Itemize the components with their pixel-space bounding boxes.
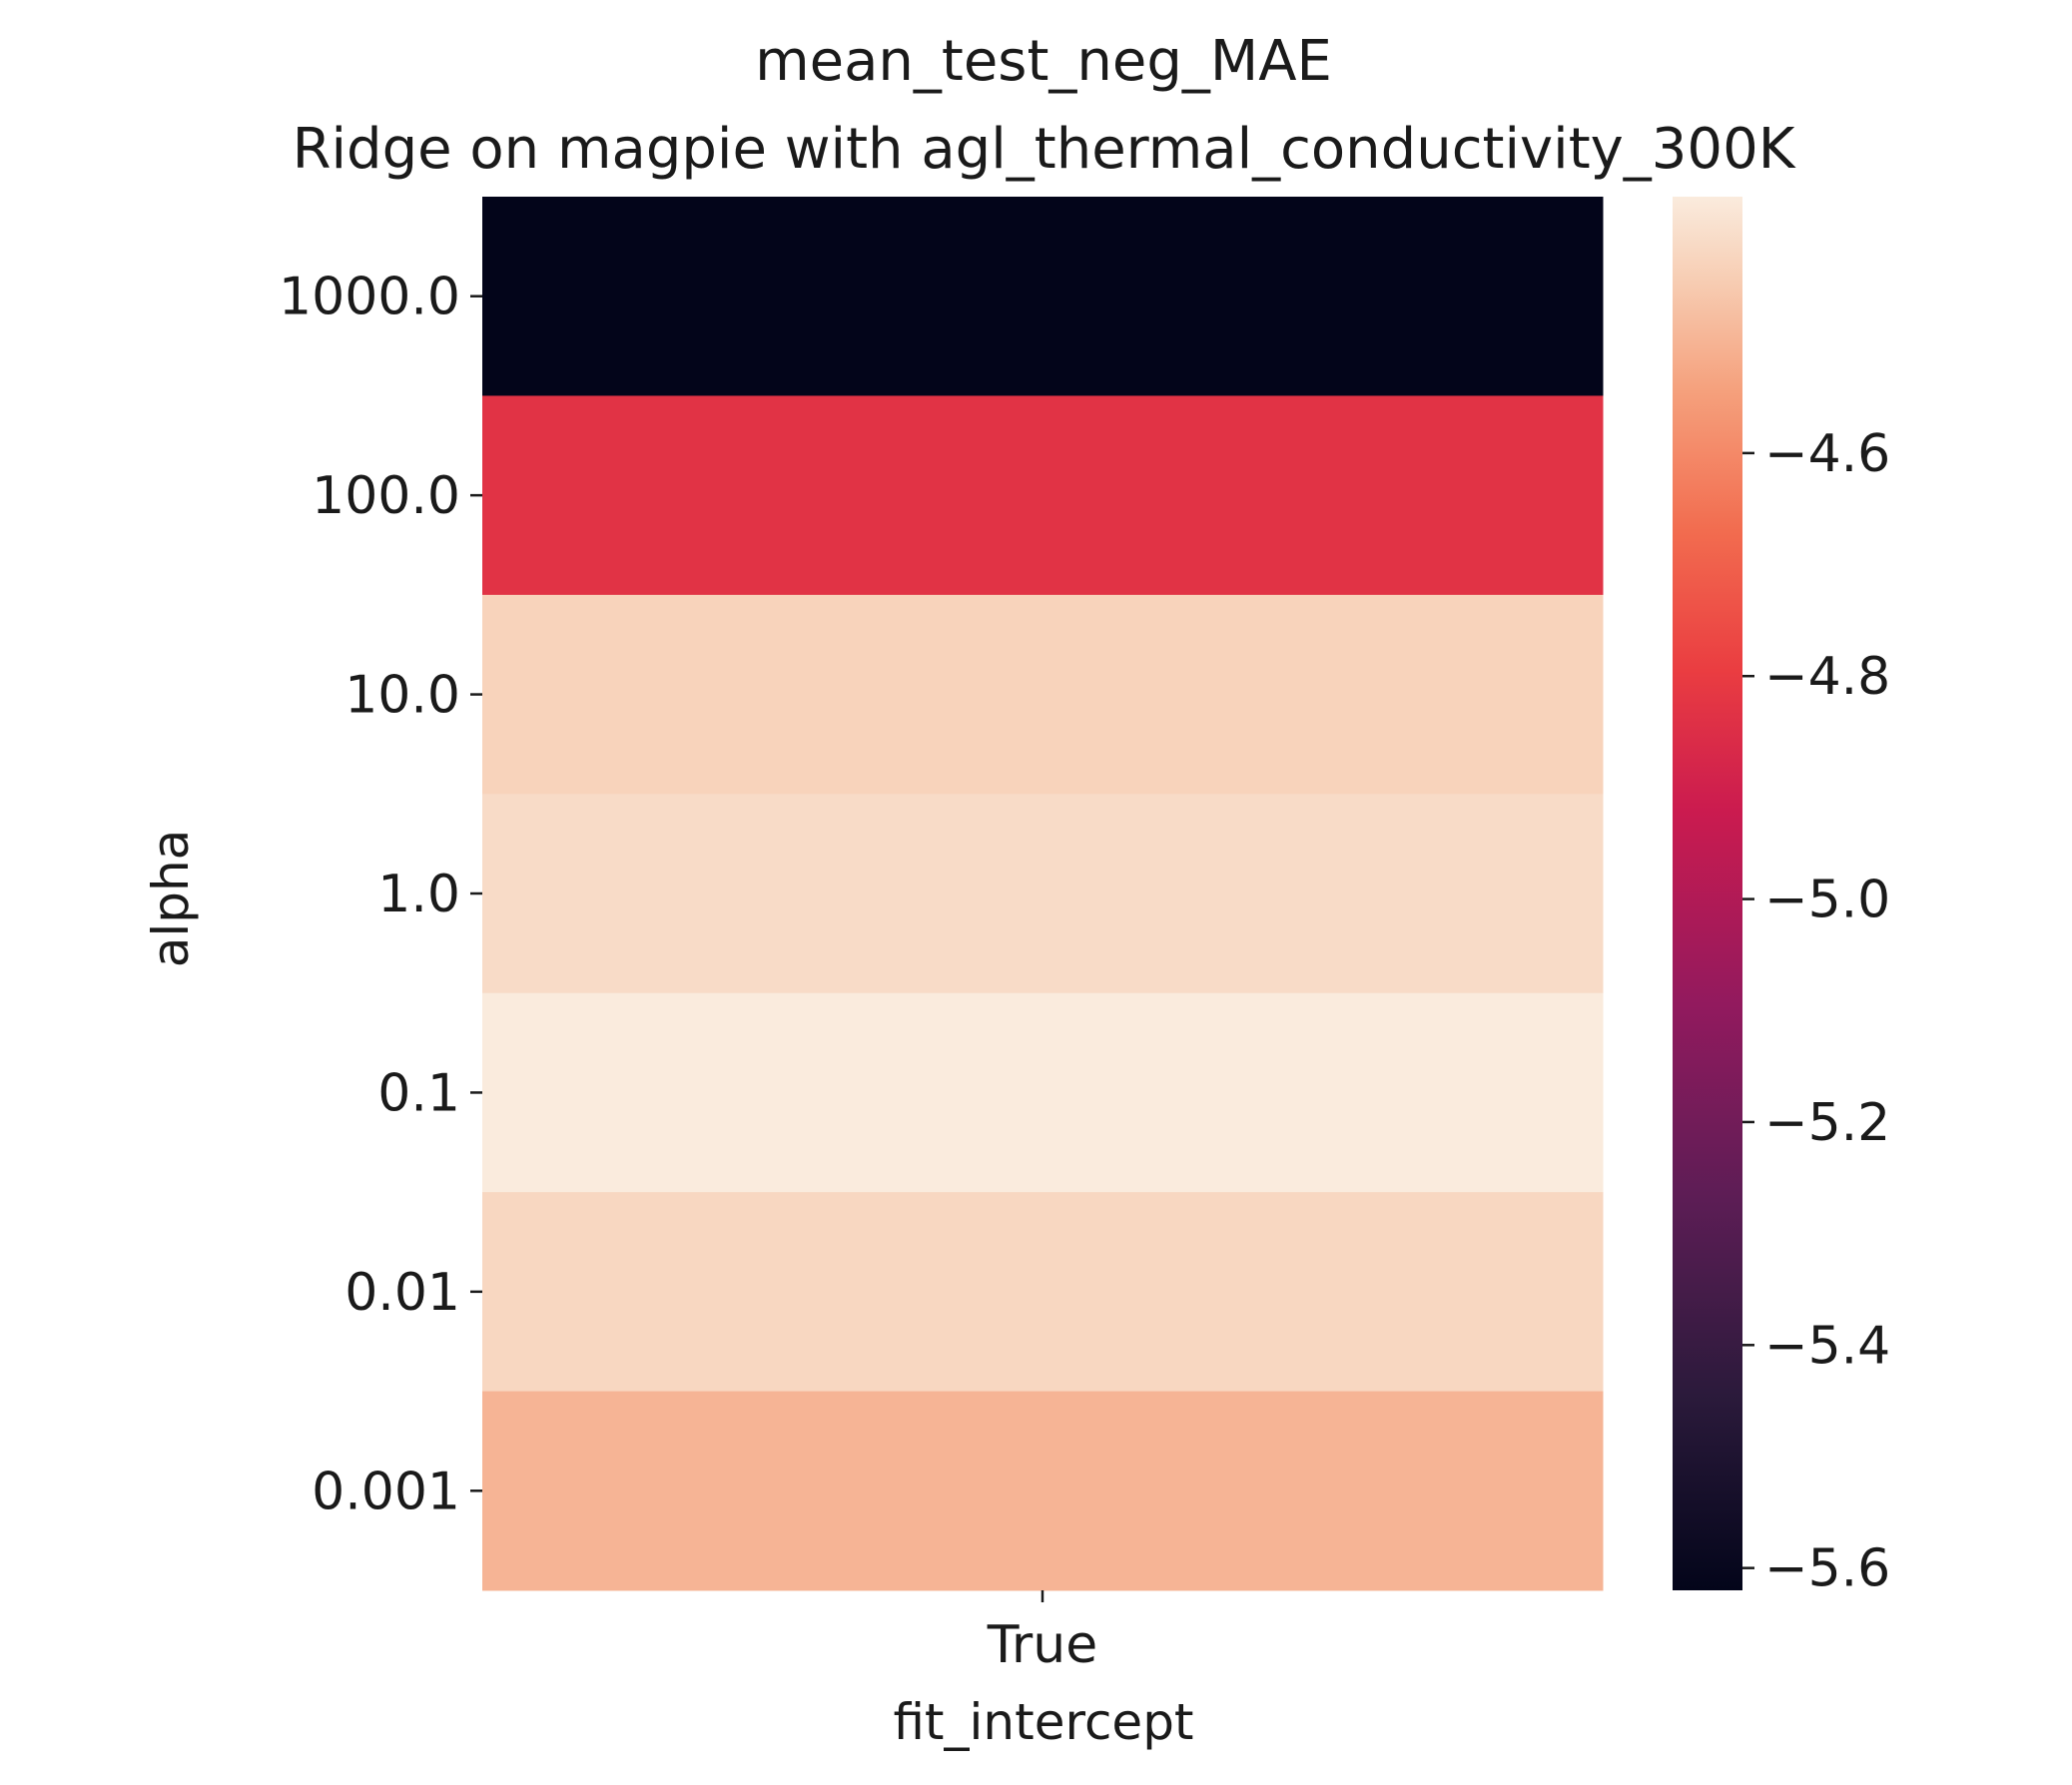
colorbar-tick-label: −5.4 — [1764, 1316, 1890, 1376]
colorbar-tick-label: −4.8 — [1764, 647, 1890, 707]
y-tick-label: 100.0 — [312, 466, 460, 526]
x-axis: True — [987, 1590, 1097, 1675]
heatmap-cell — [482, 794, 1604, 994]
y-tick-label: 0.01 — [345, 1263, 460, 1323]
x-axis-label: fit_intercept — [893, 1693, 1193, 1751]
y-axis-label: alpha — [142, 830, 200, 968]
heatmap-cell — [482, 395, 1604, 596]
chart-subtitle: Ridge on magpie with agl_thermal_conduct… — [293, 117, 1796, 182]
heatmap-cell — [482, 1391, 1604, 1591]
heatmap-cell — [482, 1192, 1604, 1393]
colorbar-ticks: −4.6 −4.8 −5.0 −5.2 −5.4 −5.6 — [1742, 424, 1890, 1599]
y-axis: 1000.0 100.0 10.0 1.0 0.1 0.01 0.001 — [279, 268, 482, 1521]
colorbar-tick-label: −5.2 — [1764, 1093, 1890, 1153]
x-tick-label: True — [987, 1615, 1097, 1675]
colorbar — [1673, 197, 1742, 1590]
colorbar-tick-label: −5.6 — [1764, 1539, 1890, 1599]
colorbar-tick-label: −4.6 — [1764, 424, 1890, 484]
y-tick-label: 1000.0 — [279, 268, 460, 327]
heatmap-cell — [482, 992, 1604, 1193]
chart-title: mean_test_neg_MAE — [755, 29, 1332, 94]
y-tick-label: 10.0 — [345, 666, 460, 726]
heatmap-cell — [482, 594, 1604, 795]
heatmap-cells — [482, 197, 1604, 1591]
colorbar-tick-label: −5.0 — [1764, 871, 1890, 930]
heatmap-cell — [482, 197, 1604, 396]
y-tick-label: 0.001 — [312, 1462, 460, 1521]
y-tick-label: 1.0 — [377, 865, 460, 924]
y-tick-label: 0.1 — [377, 1063, 460, 1123]
